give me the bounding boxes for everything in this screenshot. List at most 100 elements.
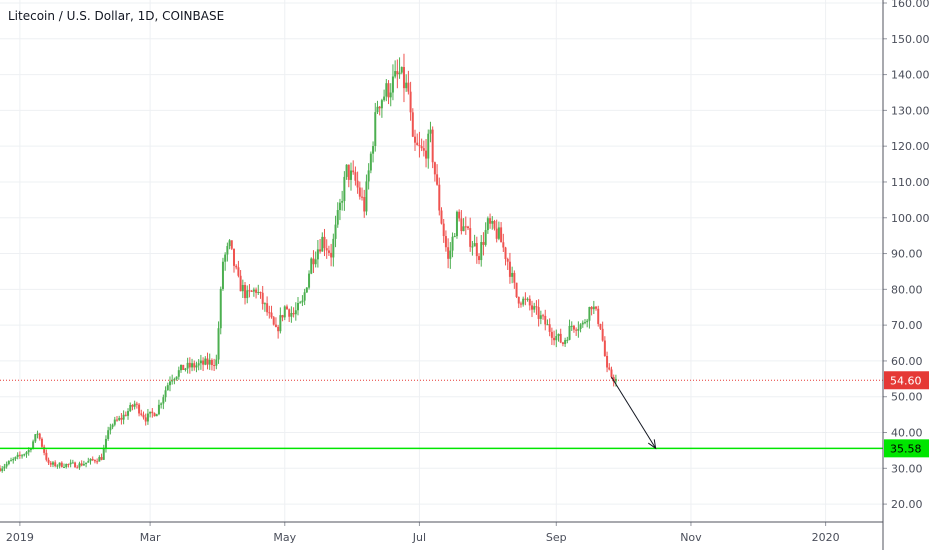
candle-body (120, 417, 123, 420)
candle-body (199, 360, 202, 364)
candle-body (89, 458, 92, 462)
candle-body (336, 210, 339, 225)
candle-body (312, 258, 315, 265)
candle-body (608, 367, 611, 370)
candle-body (131, 405, 134, 407)
candle-body (202, 360, 205, 365)
candle-body (327, 250, 330, 253)
x-tick-label: Sep (546, 531, 567, 544)
candle-body (102, 448, 105, 460)
candle-body (603, 340, 606, 356)
candle-body (10, 460, 13, 462)
candle-body (394, 71, 397, 77)
candle-body (455, 211, 458, 237)
candle-body (292, 313, 295, 315)
candle-body (160, 403, 163, 405)
candle-body (308, 273, 311, 288)
candle-body (544, 315, 547, 325)
y-tick-label: 40.00 (891, 427, 923, 440)
candle-body (206, 358, 209, 365)
candle-body (281, 315, 284, 318)
candle-body (517, 296, 520, 304)
candle-body (542, 315, 545, 317)
candle-body (288, 309, 291, 317)
candle-body (36, 433, 39, 435)
y-tick-label: 110.00 (891, 176, 930, 189)
candle-body (232, 248, 235, 266)
candle-body (45, 452, 48, 460)
candle-body (78, 463, 81, 468)
candle-body (502, 242, 505, 248)
price-axis[interactable]: 20.00 30.00 40.00 50.00 60.00 70.00 80.00 90.00… (882, 0, 930, 550)
y-tick-label: 130.00 (891, 104, 930, 117)
candle-body (270, 312, 273, 318)
candle-body (519, 303, 522, 305)
candle-body (303, 292, 306, 301)
candle-body (49, 462, 52, 465)
candle-body (43, 446, 46, 453)
candle-body (349, 170, 352, 180)
candle-body (104, 438, 107, 449)
y-tick-label: 100.00 (891, 212, 930, 225)
candle-body (447, 247, 450, 259)
candle-body (299, 302, 302, 304)
candle-body (429, 129, 432, 134)
candle-body (418, 145, 421, 147)
candle-body (21, 455, 24, 457)
candle-body (334, 224, 337, 239)
support-price-tag (884, 439, 929, 458)
candle-body (583, 322, 586, 324)
candle-body (559, 333, 562, 343)
candle-body (555, 336, 558, 341)
candle-body (129, 405, 132, 412)
candle-body (146, 413, 149, 422)
candle-body (98, 457, 101, 462)
candle-body (241, 284, 244, 292)
candle-body (173, 378, 176, 381)
candle-body (316, 249, 319, 260)
time-axis[interactable]: 2019 Mar May Jul Sep Nov 2020 (0, 521, 883, 544)
candle-body (228, 240, 231, 247)
candle-body (314, 259, 317, 265)
candle-body (354, 172, 357, 181)
candle-body (310, 258, 313, 274)
candle-body (14, 456, 17, 460)
y-tick-label: 30.00 (891, 462, 923, 475)
candle-body (533, 306, 536, 310)
candle-body (338, 202, 341, 211)
y-tick-label: 120.00 (891, 140, 930, 153)
candle-body (586, 320, 589, 323)
candle-body (566, 339, 569, 341)
reference-lines (0, 376, 883, 450)
candle-body (144, 417, 147, 422)
grid (0, 0, 883, 522)
candle-body (191, 363, 194, 368)
candle-body (345, 164, 348, 177)
candle-body (356, 180, 359, 188)
candle-body (458, 211, 461, 219)
chart-title: Litecoin / U.S. Dollar, 1D, COINBASE (8, 9, 224, 23)
candle-body (489, 218, 492, 224)
candle-body (32, 441, 35, 449)
candle-body (493, 220, 496, 229)
candle-body (515, 282, 518, 297)
candle-body (93, 460, 96, 462)
candle-body (597, 308, 600, 324)
candle-body (250, 290, 253, 292)
candle-body (323, 236, 326, 249)
arrow-shaft[interactable] (611, 376, 657, 449)
candle-body (177, 370, 180, 377)
candle-body (557, 333, 560, 337)
candle-body (279, 315, 282, 332)
candle-body (80, 463, 83, 466)
candle-body (239, 275, 242, 292)
candle-body (464, 226, 467, 228)
candle-body (25, 452, 28, 455)
candle-body (433, 162, 436, 175)
candle-body (398, 72, 401, 75)
candle-body (34, 434, 37, 442)
candle-body (581, 322, 584, 325)
candle-body (69, 462, 72, 465)
candle-body (54, 462, 57, 467)
